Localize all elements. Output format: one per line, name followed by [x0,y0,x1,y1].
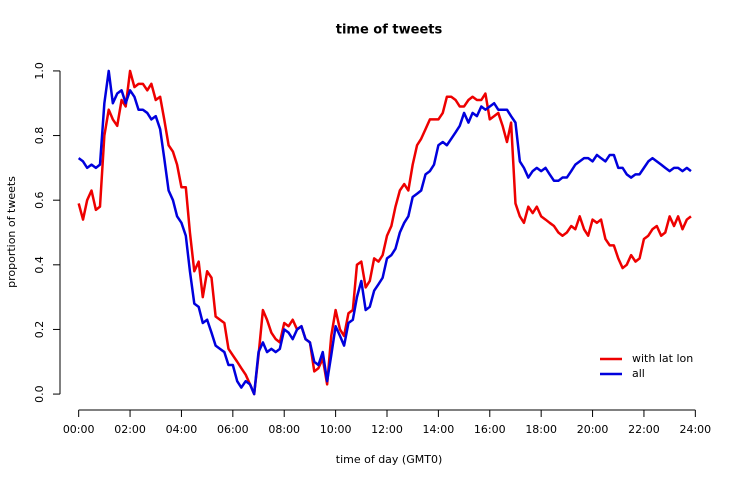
y-axis-label: proportion of tweets [5,176,18,288]
y-tick-label: 0.0 [33,385,46,403]
series-line [77,69,692,396]
series-line [77,69,692,396]
x-tick-label: 20:00 [577,423,609,436]
y-tick-label: 0.8 [33,127,46,145]
x-tick-label: 22:00 [628,423,660,436]
y-tick-label: 0.4 [33,256,46,274]
x-tick-label: 18:00 [525,423,557,436]
x-tick-label: 06:00 [217,423,249,436]
y-tick-label: 0.6 [33,191,46,209]
x-tick-label: 14:00 [423,423,455,436]
x-tick-label: 08:00 [268,423,300,436]
legend-label: with lat lon [632,352,693,365]
x-tick-label: 24:00 [679,423,711,436]
x-tick-label: 16:00 [474,423,506,436]
legend-label: all [632,367,645,380]
x-tick-label: 02:00 [114,423,146,436]
x-tick-label: 10:00 [320,423,352,436]
y-tick-label: 0.2 [33,321,46,339]
x-axis-label: time of day (GMT0) [336,453,443,466]
y-tick-label: 1.0 [33,62,46,80]
x-tick-label: 04:00 [166,423,198,436]
chart-title: time of tweets [336,23,443,38]
x-tick-label: 00:00 [63,423,95,436]
x-tick-label: 12:00 [371,423,403,436]
